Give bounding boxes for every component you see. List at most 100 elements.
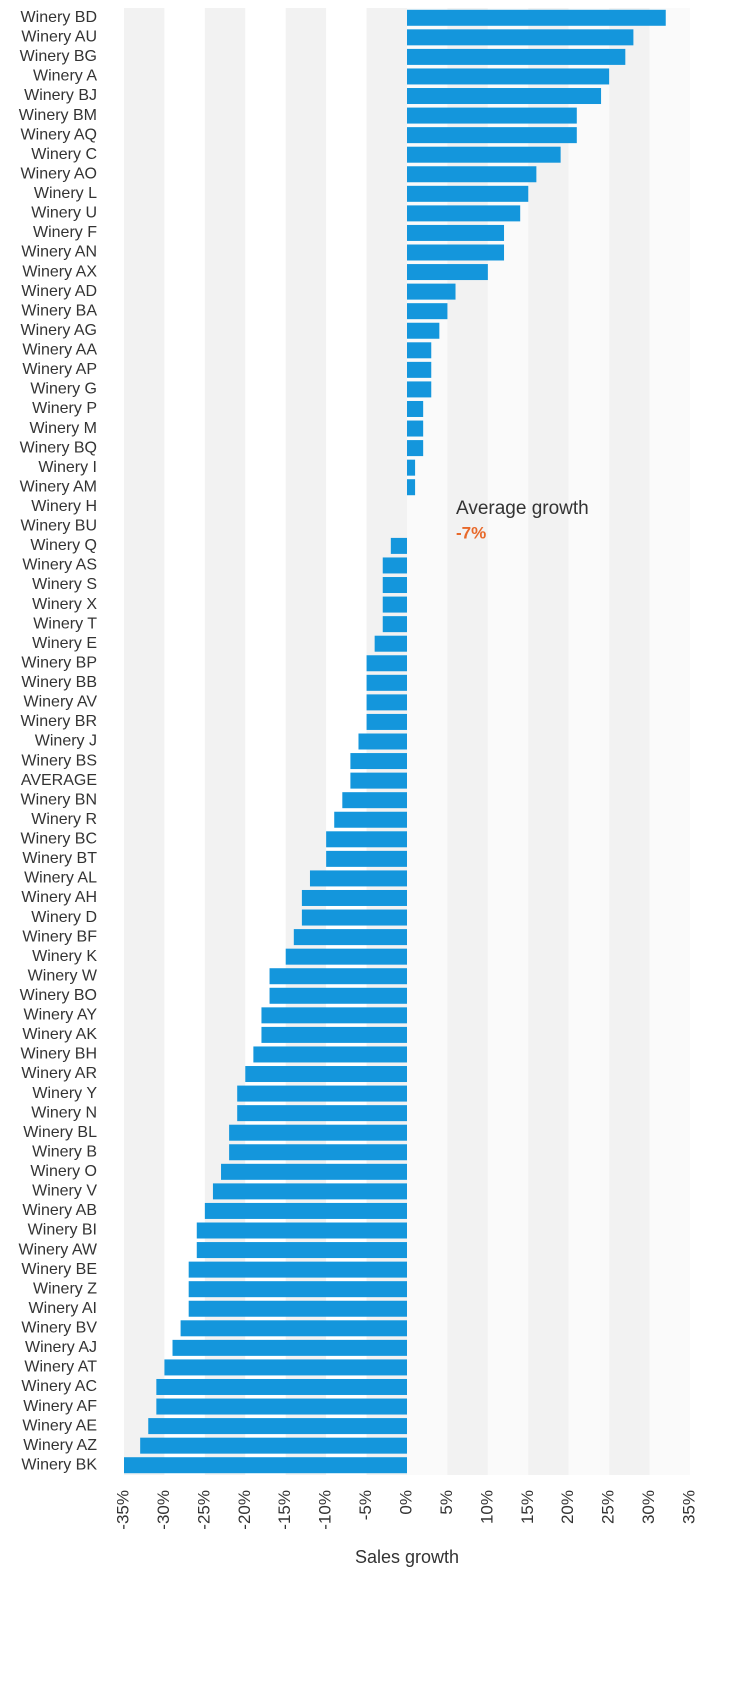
y-tick-label: Winery F bbox=[33, 224, 97, 241]
bar bbox=[407, 146, 561, 163]
y-tick-label: Winery Y bbox=[32, 1085, 97, 1102]
y-tick-label: Winery BF bbox=[22, 928, 97, 945]
y-tick-label: Winery I bbox=[38, 459, 97, 476]
y-tick-label: Winery BK bbox=[21, 1456, 97, 1473]
y-tick-label: Winery BJ bbox=[24, 87, 97, 104]
bar bbox=[156, 1378, 407, 1395]
y-tick-label: Winery BU bbox=[21, 518, 97, 535]
bar bbox=[382, 557, 407, 574]
y-tick-label: Winery BB bbox=[21, 674, 97, 691]
y-tick-label: Winery BP bbox=[21, 654, 97, 671]
bar bbox=[366, 655, 407, 672]
bar bbox=[229, 1124, 407, 1141]
y-tick-label: Winery AW bbox=[18, 1241, 97, 1258]
y-tick-label: Winery AF bbox=[23, 1398, 97, 1415]
x-tick-label: -35% bbox=[113, 1490, 132, 1530]
x-tick-label: 30% bbox=[639, 1490, 658, 1524]
y-tick-label: Winery AT bbox=[24, 1359, 97, 1376]
bar bbox=[285, 948, 407, 965]
y-tick-label: Winery BS bbox=[21, 752, 97, 769]
y-tick-label: Winery AJ bbox=[25, 1339, 97, 1356]
bar bbox=[366, 674, 407, 691]
annotation-value: -7% bbox=[456, 523, 486, 542]
y-tick-label: Winery J bbox=[35, 733, 97, 750]
bar bbox=[407, 185, 529, 202]
bar bbox=[407, 68, 610, 85]
y-tick-label: Winery AB bbox=[22, 1202, 97, 1219]
bar bbox=[334, 811, 407, 828]
x-tick-label: 10% bbox=[477, 1490, 496, 1524]
bar bbox=[407, 459, 416, 476]
y-tick-label: Winery BI bbox=[28, 1222, 97, 1239]
y-tick-label: Winery BR bbox=[21, 713, 97, 730]
y-tick-label: Winery K bbox=[32, 948, 97, 965]
y-tick-label: Winery T bbox=[33, 615, 97, 632]
bar bbox=[407, 9, 666, 26]
grid-band bbox=[649, 8, 690, 1475]
y-tick-label: Winery Q bbox=[30, 537, 97, 554]
bar bbox=[407, 381, 432, 398]
bar bbox=[293, 929, 407, 946]
bar bbox=[407, 107, 577, 124]
y-tick-label: Winery H bbox=[31, 498, 97, 515]
bar bbox=[188, 1281, 407, 1298]
y-tick-label: Winery AO bbox=[21, 165, 97, 182]
bar bbox=[342, 792, 407, 809]
y-tick-label: Winery BV bbox=[21, 1320, 97, 1337]
x-tick-label: -20% bbox=[235, 1490, 254, 1530]
y-tick-label: Winery AS bbox=[22, 557, 97, 574]
x-axis-label: Sales growth bbox=[355, 1547, 459, 1567]
y-tick-label: Winery AK bbox=[22, 1026, 97, 1043]
bar bbox=[148, 1418, 407, 1435]
bar bbox=[407, 440, 424, 457]
x-tick-label: -5% bbox=[356, 1490, 375, 1520]
y-tick-label: Winery B bbox=[32, 1143, 97, 1160]
bar bbox=[326, 831, 407, 848]
y-tick-label: Winery M bbox=[29, 420, 97, 437]
y-tick-label: Winery BO bbox=[20, 987, 97, 1004]
y-tick-label: AVERAGE bbox=[21, 772, 97, 789]
y-tick-label: Winery AM bbox=[20, 478, 97, 495]
bar bbox=[407, 244, 505, 261]
grid-band bbox=[124, 8, 165, 1475]
bar bbox=[382, 596, 407, 613]
y-tick-label: Winery BA bbox=[21, 302, 97, 319]
y-tick-label: Winery AD bbox=[21, 283, 97, 300]
y-tick-label: Winery BN bbox=[21, 791, 97, 808]
y-tick-label: Winery AC bbox=[21, 1378, 97, 1395]
x-tick-label: 35% bbox=[679, 1490, 698, 1524]
bar bbox=[269, 968, 407, 985]
bar bbox=[301, 909, 407, 926]
y-tick-label: Winery V bbox=[32, 1183, 97, 1200]
bar bbox=[407, 361, 432, 378]
x-tick-label: 5% bbox=[437, 1490, 456, 1515]
bar bbox=[350, 753, 407, 770]
bar bbox=[366, 713, 407, 730]
bar bbox=[212, 1183, 407, 1200]
bar bbox=[229, 1144, 407, 1161]
y-tick-label: Winery Z bbox=[33, 1280, 97, 1297]
y-tick-label: Winery AA bbox=[22, 342, 97, 359]
bar bbox=[180, 1320, 407, 1337]
bar bbox=[407, 29, 634, 46]
bar bbox=[374, 635, 407, 652]
bar bbox=[196, 1222, 407, 1239]
y-tick-label: Winery AG bbox=[21, 322, 97, 339]
y-tick-label: Winery AY bbox=[24, 1007, 98, 1024]
bar bbox=[382, 616, 407, 633]
bar bbox=[124, 1457, 407, 1474]
bar bbox=[261, 1007, 407, 1024]
x-tick-label: 25% bbox=[599, 1490, 618, 1524]
y-tick-label: Winery N bbox=[31, 1104, 97, 1121]
x-tick-label: -15% bbox=[275, 1490, 294, 1530]
bar bbox=[407, 166, 537, 183]
bar bbox=[237, 1085, 407, 1102]
bar bbox=[140, 1437, 407, 1454]
y-tick-label: Winery AX bbox=[22, 263, 97, 280]
bar bbox=[407, 48, 626, 65]
x-tick-label: 20% bbox=[558, 1490, 577, 1524]
y-tick-label: Winery AH bbox=[21, 889, 97, 906]
y-tick-label: Winery BG bbox=[20, 48, 97, 65]
y-tick-label: Winery E bbox=[32, 635, 97, 652]
